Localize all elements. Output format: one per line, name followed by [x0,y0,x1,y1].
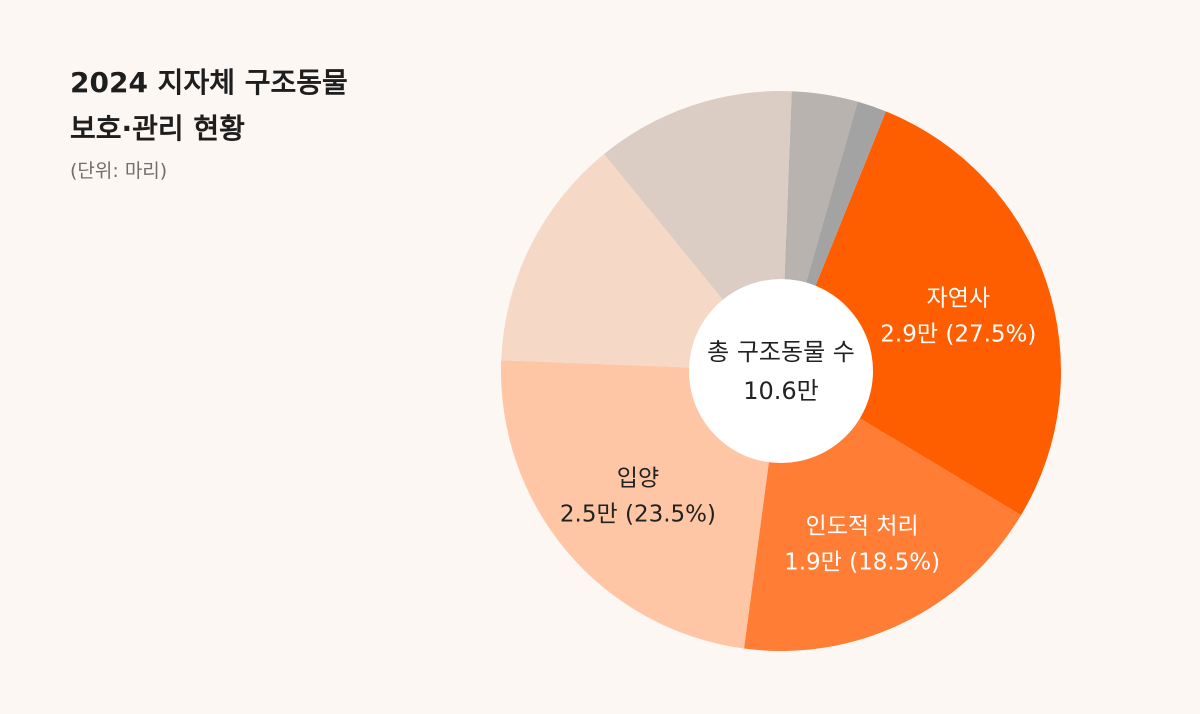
center-label: 총 구조동물 수 [707,338,855,366]
slice-labels: 자연사 2.9만 (27.5%) 인도적 처리 1.9만 (18.5%) 입양 2.5만 … [560,286,1036,576]
chart-title-line-2: 보호·관리 현황 [70,112,245,145]
slice-label-2: 입양 [617,465,659,491]
slice-label-0: 자연사 [927,286,990,312]
slice-value-2: 2.5만 (23.5%) [560,501,716,527]
slice-value-1: 1.9만 (18.5%) [784,550,940,576]
slice-0 [781,111,1061,516]
chart-title: 2024 지자체 구조동물 보호·관리 현황 [70,60,348,152]
chart-title-line-1: 2024 지자체 구조동물 [70,66,348,99]
center-value: 10.6만 [743,377,819,405]
unit-label: (단위: 마리) [70,160,168,182]
slice-2 [500,360,781,649]
donut-hole [689,279,873,463]
slice-value-0: 2.9만 (27.5%) [880,322,1036,348]
slice-label-1: 인도적 처리 [806,514,919,540]
